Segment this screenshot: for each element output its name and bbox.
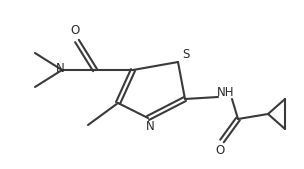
Text: O: O [70, 25, 80, 38]
Text: N: N [56, 62, 64, 75]
Text: S: S [182, 49, 190, 62]
Text: NH: NH [217, 86, 235, 99]
Text: N: N [146, 120, 154, 134]
Text: O: O [215, 144, 225, 158]
